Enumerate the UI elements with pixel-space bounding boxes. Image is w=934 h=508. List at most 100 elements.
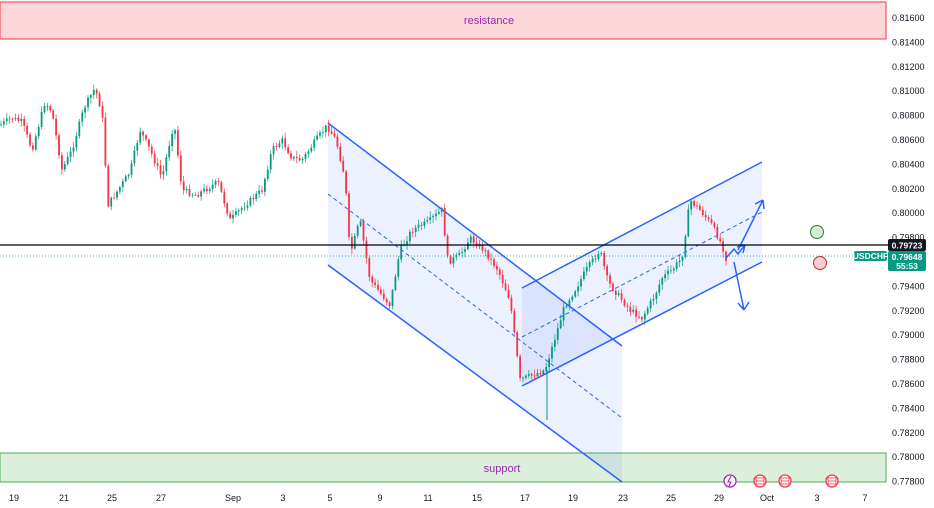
candle-body <box>223 191 226 204</box>
candle-body <box>101 106 104 118</box>
candle-body <box>264 178 266 192</box>
candle-body <box>513 311 516 333</box>
candle-body <box>635 309 637 317</box>
candle-body <box>432 216 434 218</box>
candle-body <box>23 119 26 126</box>
candle-body <box>29 134 31 146</box>
candle-body <box>672 268 675 271</box>
candle-body <box>290 153 292 159</box>
candle-body <box>281 138 284 144</box>
candle-body <box>191 194 194 196</box>
candle-body <box>641 317 643 320</box>
candle-body <box>339 146 342 161</box>
time-tick-label: 25 <box>666 493 676 503</box>
candles-layer <box>0 84 727 420</box>
descending-channel-mid-line <box>327 193 623 419</box>
current-price-text: 0.79648 <box>892 252 923 262</box>
candle-body <box>110 197 113 207</box>
candle-body <box>438 212 440 214</box>
candle-body <box>226 203 229 214</box>
candle-body <box>469 236 472 243</box>
candle-body <box>40 112 43 127</box>
time-tick-label: Oct <box>760 493 775 503</box>
candle-body <box>606 266 608 276</box>
candle-body <box>121 181 124 188</box>
candle-body <box>90 95 92 98</box>
candle-body <box>562 307 565 321</box>
support-label: support <box>484 463 521 475</box>
candle-body <box>583 271 585 280</box>
candle-body <box>388 302 391 307</box>
candle-body <box>385 298 388 303</box>
candle-body <box>722 241 724 252</box>
price-tick-label: 0.81400 <box>892 37 925 47</box>
price-tick-label: 0.81000 <box>892 86 925 96</box>
candle-body <box>197 194 200 197</box>
price-tick-label: 0.79800 <box>892 233 925 243</box>
candle-body <box>472 236 475 243</box>
candle-body <box>498 269 501 275</box>
candle-body <box>626 305 629 307</box>
candle-body <box>600 252 603 254</box>
candle-body <box>661 278 664 285</box>
candle-body <box>127 174 130 177</box>
time-tick-label: 27 <box>156 493 166 503</box>
price-tick-label: 0.81600 <box>892 13 925 23</box>
drawings-layer <box>327 122 763 483</box>
price-tick-label: 0.80200 <box>892 184 925 194</box>
candle-body <box>591 258 594 263</box>
candle-body <box>130 163 133 175</box>
candle-body <box>556 328 559 340</box>
candle-body <box>467 242 469 250</box>
flash-event-icon[interactable] <box>723 474 737 488</box>
candle-body <box>142 131 144 136</box>
candle-body <box>327 125 330 132</box>
ascending-channel-lower-line <box>521 261 763 387</box>
bearish-signal-circle <box>813 256 827 270</box>
events-layer <box>723 474 839 488</box>
candle-body <box>719 238 722 242</box>
candle-body <box>75 136 78 148</box>
candle-body <box>699 205 701 210</box>
candle-body <box>11 118 14 120</box>
candle-body <box>539 373 542 375</box>
candle-body <box>8 118 11 120</box>
us-flag-event-icon[interactable] <box>778 474 792 488</box>
price-tick-label: 0.77800 <box>892 477 925 487</box>
price-tick-label: 0.79400 <box>892 281 925 291</box>
candle-body <box>533 375 536 377</box>
candle-body <box>179 155 182 182</box>
candle-body <box>458 253 461 255</box>
key-level-tag: 0.79723 <box>888 239 926 251</box>
candle-body <box>81 112 84 122</box>
candle-body <box>162 171 165 175</box>
candle-body <box>95 89 98 94</box>
candle-body <box>301 158 304 161</box>
candle-body <box>530 374 533 376</box>
candle-body <box>638 316 640 318</box>
candle-body <box>232 214 234 219</box>
candle-body <box>452 257 455 264</box>
price-tick-label: 0.78200 <box>892 428 925 438</box>
candle-body <box>322 132 324 134</box>
candle-body <box>554 339 556 347</box>
down-breakout-arrow <box>733 261 750 311</box>
candle-body <box>681 256 684 261</box>
candle-body <box>284 138 287 148</box>
candle-body <box>382 293 385 299</box>
time-tick-label: 15 <box>472 493 482 503</box>
price-tick-label: 0.80600 <box>892 135 925 145</box>
candle-body <box>527 374 530 376</box>
us-flag-event-icon[interactable] <box>825 474 839 488</box>
candle-body <box>150 146 153 154</box>
candle-body <box>249 197 252 206</box>
candle-body <box>32 145 34 150</box>
price-tick-label: 0.79200 <box>892 306 925 316</box>
time-tick-label: 29 <box>714 493 724 503</box>
candle-body <box>69 151 72 158</box>
candle-body <box>293 156 295 159</box>
candle-body <box>577 286 579 292</box>
us-flag-event-icon[interactable] <box>753 474 767 488</box>
candle-body <box>548 358 550 367</box>
time-tick-label: 3 <box>814 493 819 503</box>
